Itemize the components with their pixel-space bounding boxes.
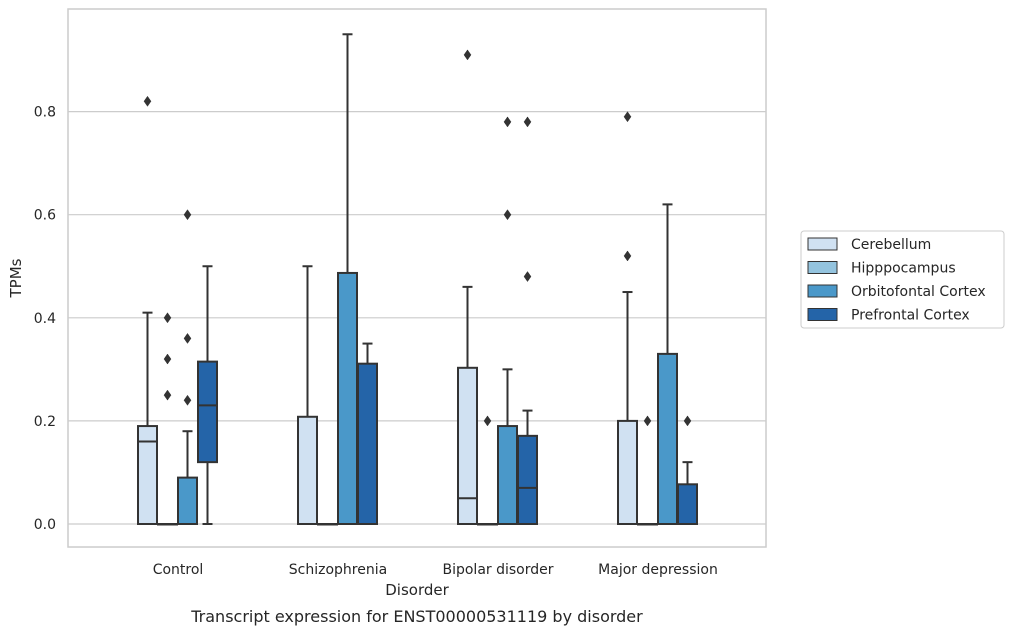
outlier-point-0 [623, 250, 632, 262]
outlier-point-0 [523, 271, 532, 282]
outlier-point-0 [183, 394, 192, 406]
legend-swatch-0 [807, 237, 838, 251]
legend-label-1: Hipppocampus [851, 261, 956, 277]
box-body [497, 425, 518, 525]
outlier-point-0 [483, 415, 492, 427]
box-body [137, 425, 158, 525]
outlier-point-1 [163, 353, 172, 365]
box-body [337, 271, 358, 525]
legend-label-0: Cerebellum [851, 237, 931, 253]
box-orbitofontal-cortex-3 [657, 203, 678, 526]
box-orbitofontal-cortex-0 [177, 209, 198, 526]
box-body [457, 366, 478, 525]
box-body [617, 419, 638, 525]
box-body [357, 362, 378, 525]
boxes-layer [137, 33, 698, 526]
y-tick-label-1: 0.2 [34, 414, 56, 430]
box-cerebellum-0 [137, 95, 158, 525]
legend: Cerebellum Hipppocampus Orbitofontal Corte… [800, 230, 1005, 329]
box-body [197, 360, 218, 464]
outlier-point-1 [623, 111, 632, 123]
x-axis-ticks: Control Schizophrenia Bipolar disorder Majo… [153, 562, 718, 578]
x-tick-label-2: Bipolar disorder [442, 562, 553, 578]
outlier-point-2 [163, 312, 172, 324]
legend-label-3: Prefrontal Cortex [851, 308, 970, 324]
box-body [657, 352, 678, 526]
y-axis-label: TPMs [7, 258, 25, 298]
outlier-point-0 [503, 209, 512, 221]
box-cerebellum-1 [297, 265, 318, 525]
outlier-point-0 [643, 415, 652, 427]
outlier-point-0 [683, 415, 692, 427]
box-hipppocampus-1 [317, 523, 338, 526]
box-body [677, 483, 698, 525]
box-hipppocampus-3 [637, 415, 658, 526]
box-body [517, 434, 538, 525]
y-tick-label-4: 0.8 [34, 105, 56, 121]
outlier-point-1 [503, 116, 512, 128]
chart-caption: Transcript expression for ENST0000053111… [190, 607, 643, 626]
outlier-point-0 [143, 95, 152, 107]
outlier-point-0 [163, 389, 172, 401]
box-cerebellum-3 [617, 111, 638, 525]
legend-label-2: Orbitofontal Cortex [851, 284, 986, 300]
outlier-point-0 [463, 49, 472, 61]
legend-swatch-2 [807, 284, 838, 298]
box-prefrontal-cortex-0 [197, 265, 218, 525]
y-tick-label-2: 0.4 [34, 311, 56, 327]
box-body [177, 476, 198, 526]
box-cerebellum-2 [457, 49, 478, 525]
outlier-point-2 [183, 209, 192, 221]
box-prefrontal-cortex-2 [517, 116, 538, 525]
box-prefrontal-cortex-3 [677, 415, 698, 525]
box-orbitofontal-cortex-1 [337, 33, 358, 525]
y-axis-ticks: 0.0 0.2 0.4 0.6 0.8 [34, 105, 56, 533]
box-prefrontal-cortex-1 [357, 342, 378, 525]
box-body [297, 415, 318, 525]
outlier-point-1 [523, 116, 532, 128]
y-tick-label-0: 0.0 [34, 517, 56, 533]
legend-frame [800, 230, 1005, 329]
outlier-point-1 [183, 332, 192, 344]
x-tick-label-3: Major depression [598, 562, 718, 578]
y-tick-label-3: 0.6 [34, 208, 56, 224]
legend-swatch-3 [807, 308, 838, 321]
plot-area [67, 8, 767, 548]
legend-swatch-1 [807, 261, 838, 274]
x-axis-label: Disorder [385, 581, 449, 599]
x-tick-label-0: Control [153, 562, 204, 578]
x-tick-label-1: Schizophrenia [289, 562, 387, 578]
